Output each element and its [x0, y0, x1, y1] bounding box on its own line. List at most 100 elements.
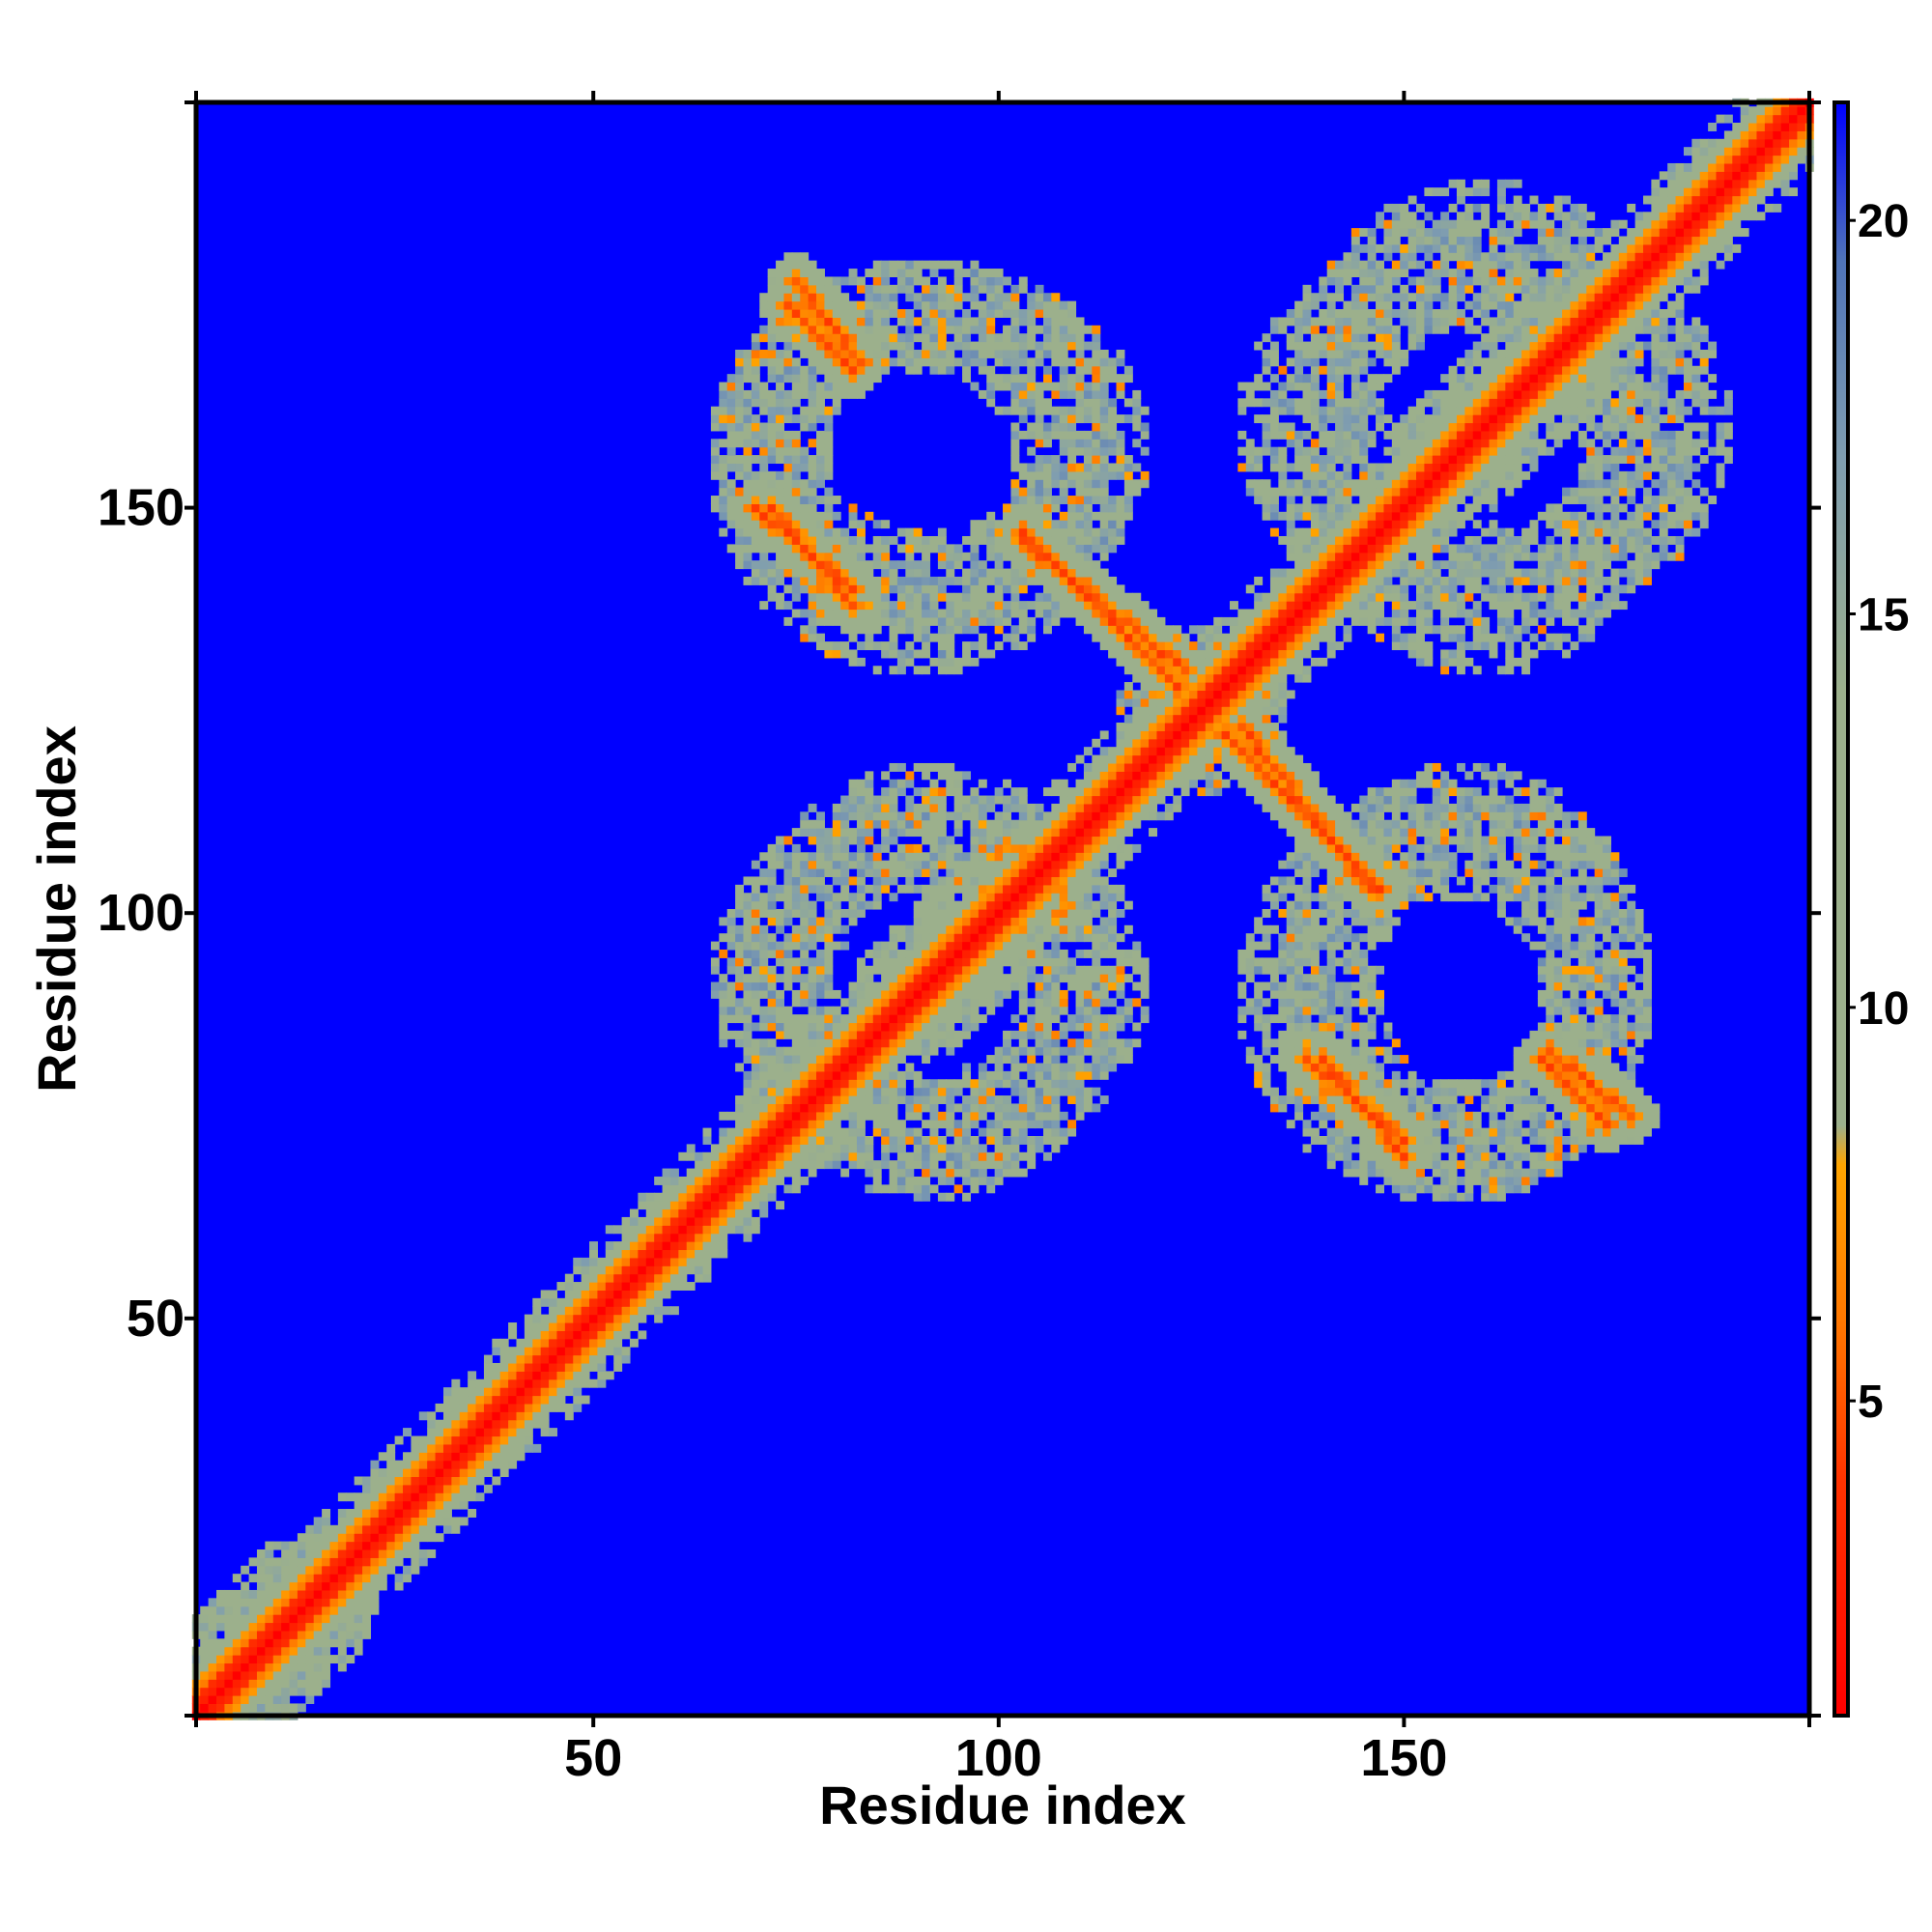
- heatmap-cell: [589, 1338, 598, 1348]
- heatmap-cell: [1553, 1160, 1563, 1170]
- heatmap-cell: [386, 1500, 396, 1510]
- heatmap-cell: [573, 1347, 582, 1356]
- heatmap-cell: [1302, 1144, 1312, 1153]
- heatmap-cell: [654, 1297, 664, 1307]
- heatmap-cell: [556, 1395, 566, 1405]
- heatmap-cell: [337, 1589, 347, 1599]
- heatmap-cell: [1440, 787, 1450, 797]
- heatmap-cell: [872, 1127, 882, 1137]
- heatmap-cell: [508, 1354, 518, 1364]
- heatmap-cell: [937, 876, 947, 886]
- heatmap-cell: [200, 1679, 210, 1689]
- heatmap-cell: [767, 1070, 777, 1080]
- heatmap-cell: [605, 1297, 614, 1307]
- heatmap-cell: [791, 1079, 801, 1089]
- heatmap-cell: [759, 981, 769, 991]
- heatmap-cell: [881, 974, 891, 983]
- heatmap-cell: [1042, 900, 1052, 910]
- heatmap-cell: [1083, 868, 1093, 878]
- heatmap-cell: [1335, 1136, 1345, 1145]
- heatmap-cell: [1546, 1063, 1555, 1072]
- heatmap-cell: [1286, 803, 1295, 812]
- heatmap-cell: [265, 1679, 274, 1689]
- heatmap-cell: [994, 1120, 1004, 1129]
- heatmap-cell: [638, 1314, 647, 1323]
- heatmap-cell: [1310, 965, 1320, 975]
- heatmap-cell: [305, 1533, 315, 1543]
- heatmap-cell: [1448, 860, 1458, 869]
- heatmap-cell: [1326, 998, 1336, 1008]
- heatmap-cell: [1546, 1136, 1555, 1145]
- heatmap-cell: [1603, 1070, 1611, 1080]
- heatmap-cell: [1092, 811, 1101, 821]
- heatmap-cell: [483, 1484, 493, 1493]
- heatmap-cell: [1326, 828, 1336, 838]
- heatmap-cell: [767, 843, 777, 853]
- heatmap-cell: [1310, 1006, 1320, 1015]
- heatmap-cell: [1432, 1160, 1441, 1170]
- heatmap-cell: [1440, 860, 1450, 869]
- heatmap-cell: [783, 1168, 793, 1178]
- heatmap-cell: [889, 1160, 898, 1170]
- heatmap-cell: [1546, 868, 1555, 878]
- heatmap-cell: [865, 1014, 874, 1024]
- heatmap-cell: [922, 852, 931, 862]
- heatmap-cell: [1099, 900, 1109, 910]
- heatmap-cell: [1343, 933, 1352, 943]
- heatmap-cell: [1319, 1120, 1328, 1129]
- heatmap-cell: [621, 1241, 631, 1251]
- heatmap-cell: [1618, 1046, 1628, 1056]
- heatmap-cell: [791, 1160, 801, 1170]
- heatmap-cell: [743, 981, 753, 991]
- heatmap-cell: [556, 1387, 566, 1397]
- heatmap-cell: [937, 900, 947, 910]
- heatmap-cell: [776, 1022, 784, 1032]
- heatmap-cell: [524, 1419, 533, 1429]
- heatmap-cell: [776, 1168, 784, 1178]
- heatmap-cell: [662, 1225, 671, 1235]
- heatmap-cell: [1416, 860, 1425, 869]
- heatmap-cell: [816, 917, 825, 926]
- heatmap-cell: [1092, 1014, 1101, 1024]
- heatmap-cell: [1634, 924, 1644, 934]
- heatmap-cell: [289, 1679, 298, 1689]
- heatmap-cell: [1634, 949, 1644, 958]
- heatmap-cell: [532, 1330, 542, 1340]
- heatmap-cell: [1481, 860, 1491, 869]
- heatmap-cell: [1042, 828, 1052, 838]
- heatmap-cell: [824, 1046, 834, 1056]
- heatmap-cell: [856, 852, 866, 862]
- heatmap-cell: [1359, 1103, 1369, 1113]
- heatmap-cell: [1254, 1055, 1264, 1065]
- heatmap-cell: [922, 884, 931, 894]
- heatmap-cell: [1286, 989, 1295, 999]
- heatmap-cell: [1092, 884, 1101, 894]
- heatmap-cell: [743, 924, 753, 934]
- heatmap-cell: [929, 836, 939, 845]
- heatmap-cell: [1594, 836, 1604, 845]
- heatmap-cell: [1343, 909, 1352, 918]
- heatmap-cell: [508, 1322, 518, 1331]
- heatmap-cell: [1018, 981, 1028, 991]
- heatmap-cell: [1350, 819, 1360, 829]
- heatmap-cell: [962, 893, 972, 902]
- heatmap-cell: [1562, 957, 1572, 967]
- heatmap-cell: [1269, 754, 1279, 764]
- heatmap-cell: [865, 1103, 874, 1113]
- heatmap-cell: [1343, 949, 1352, 958]
- heatmap-cell: [1513, 884, 1522, 894]
- heatmap-cell: [1529, 1046, 1539, 1056]
- heatmap-cell: [1310, 989, 1320, 999]
- heatmap-cell: [1278, 998, 1288, 1008]
- heatmap-cell: [1003, 795, 1011, 805]
- heatmap-cell: [751, 900, 760, 910]
- heatmap-cell: [978, 917, 987, 926]
- heatmap-cell: [686, 1192, 696, 1202]
- heatmap-cell: [1245, 787, 1255, 797]
- heatmap-cell: [1075, 1111, 1085, 1121]
- heatmap-cell: [1035, 974, 1044, 983]
- heatmap-cell: [962, 1014, 972, 1024]
- heatmap-cell: [1294, 1103, 1304, 1113]
- heatmap-cell: [808, 933, 817, 943]
- heatmap-cell: [881, 1006, 891, 1015]
